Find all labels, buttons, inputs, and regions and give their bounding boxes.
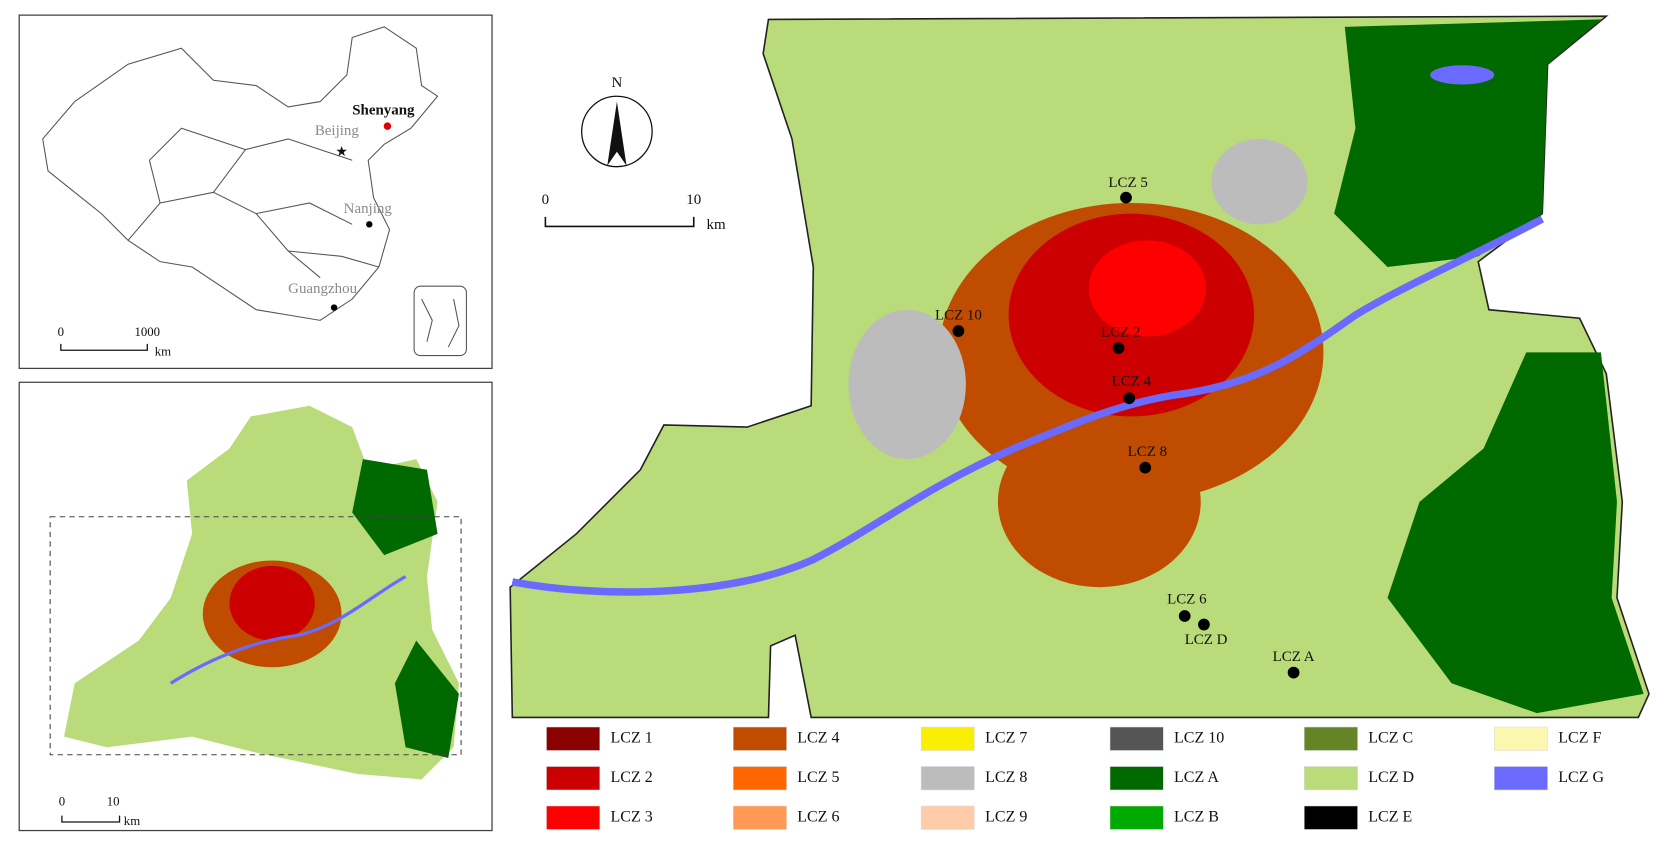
- urban-area: [997, 416, 1201, 588]
- scale-label: 0: [59, 795, 65, 809]
- legend-swatch: [920, 805, 975, 830]
- legend-swatch: [1493, 766, 1548, 791]
- legend-label: LCZ 10: [1174, 729, 1224, 746]
- legend-label: LCZ 7: [985, 729, 1027, 746]
- sites: LCZ 5 LCZ 10 LCZ 2 LCZ 4 LCZ 8 LCZ 6 LCZ D LCZ …: [935, 175, 1315, 679]
- legend-label: LCZ E: [1368, 808, 1412, 825]
- scale-label: 10: [686, 192, 701, 208]
- legend-swatch: [1109, 726, 1164, 751]
- city-label: Beijing: [315, 123, 360, 139]
- city-marker: [366, 221, 373, 228]
- legend-swatch: [1109, 766, 1164, 791]
- legend-swatch: [920, 726, 975, 751]
- forest: [352, 459, 438, 556]
- city-marker: [330, 304, 338, 311]
- legend-label: LCZ 5: [797, 769, 839, 786]
- islands: [421, 298, 460, 348]
- forest: [1334, 19, 1601, 268]
- legend-swatch: [1303, 805, 1358, 830]
- scale-bar: [61, 815, 121, 823]
- industrial-area: [1211, 138, 1308, 225]
- legend-label: LCZ 3: [611, 808, 653, 825]
- legend-label: LCZ G: [1558, 769, 1604, 786]
- legend-label: LCZ 2: [611, 769, 653, 786]
- site-label: LCZ 8: [1128, 444, 1167, 460]
- site-label: LCZ 6: [1167, 591, 1207, 607]
- urban-core: [229, 565, 315, 641]
- china-inset: Shenyang Beijing ★ Nanjing Guangzhou 0 1…: [18, 14, 493, 370]
- scale-unit: km: [155, 344, 171, 358]
- south-china-sea-box: [413, 285, 467, 357]
- legend-swatch: [1303, 766, 1358, 791]
- river: [511, 215, 1545, 596]
- legend-label: LCZ C: [1368, 729, 1413, 746]
- site-marker: [1120, 191, 1132, 204]
- scale-bar: [60, 343, 148, 351]
- scale-unit: km: [707, 217, 726, 233]
- site-label: LCZ 2: [1101, 325, 1140, 341]
- legend-swatch: [1493, 726, 1548, 751]
- extent-box: [49, 516, 462, 756]
- legend-label: LCZ D: [1368, 769, 1414, 786]
- legend-swatch: [546, 726, 601, 751]
- forest: [1387, 352, 1644, 714]
- legend-swatch: [732, 766, 787, 791]
- site-marker: [1139, 461, 1152, 474]
- legend-swatch: [546, 805, 601, 830]
- site-marker: [1287, 666, 1300, 679]
- site-marker: [1198, 618, 1210, 631]
- site-marker: [1178, 610, 1191, 622]
- site-marker: [1123, 392, 1136, 405]
- site-label: LCZ 4: [1112, 374, 1152, 390]
- site-marker: [952, 325, 965, 337]
- legend-swatch: [732, 726, 787, 751]
- province-lines: [127, 127, 380, 279]
- site-label: LCZ 5: [1108, 175, 1147, 191]
- legend-swatch: [920, 766, 975, 791]
- scale-label: 0: [542, 192, 549, 208]
- legend: LCZ 1 LCZ 2 LCZ 3 LCZ 4 LCZ 5 LCZ 6 LCZ 7 LCZ 8…: [546, 726, 1604, 830]
- north-label: N: [612, 75, 623, 91]
- city-label: Guangzhou: [288, 281, 357, 297]
- legend-swatch: [1303, 726, 1358, 751]
- scale-unit: km: [124, 814, 140, 828]
- scale-label: 1000: [134, 325, 160, 339]
- legend-label: LCZ 1: [611, 729, 653, 746]
- city-label: Shenyang: [352, 103, 415, 119]
- legend-swatch: [1109, 805, 1164, 830]
- site-label: LCZ A: [1273, 649, 1315, 665]
- city-label: Nanjing: [344, 201, 393, 217]
- inset-frame: [18, 14, 493, 370]
- legend-label: LCZ 8: [985, 769, 1027, 786]
- legend-label: LCZ A: [1174, 769, 1219, 786]
- industrial-area: [848, 309, 966, 460]
- legend-label: LCZ 4: [797, 729, 839, 746]
- china-outline: [42, 26, 439, 321]
- scale-label: 0: [58, 325, 64, 339]
- legend-label: LCZ 9: [985, 808, 1027, 825]
- north-arrow-needle: [607, 101, 627, 166]
- region-inset: 0 10 km: [18, 381, 493, 832]
- scale-label: 10: [107, 795, 120, 809]
- site-label: LCZ 10: [935, 308, 982, 324]
- legend-swatch: [546, 766, 601, 791]
- legend-label: LCZ F: [1558, 729, 1601, 746]
- urban-core: [1088, 240, 1207, 337]
- capital-star: ★: [335, 145, 347, 160]
- city-marker: [383, 122, 392, 130]
- scale-bar: [544, 216, 695, 228]
- river: [169, 575, 407, 685]
- site-marker: [1112, 342, 1125, 354]
- legend-label: LCZ 6: [797, 808, 839, 825]
- legend-swatch: [732, 805, 787, 830]
- lake: [1430, 65, 1495, 85]
- forest: [394, 640, 459, 758]
- legend-label: LCZ B: [1174, 808, 1219, 825]
- site-label: LCZ D: [1185, 632, 1228, 648]
